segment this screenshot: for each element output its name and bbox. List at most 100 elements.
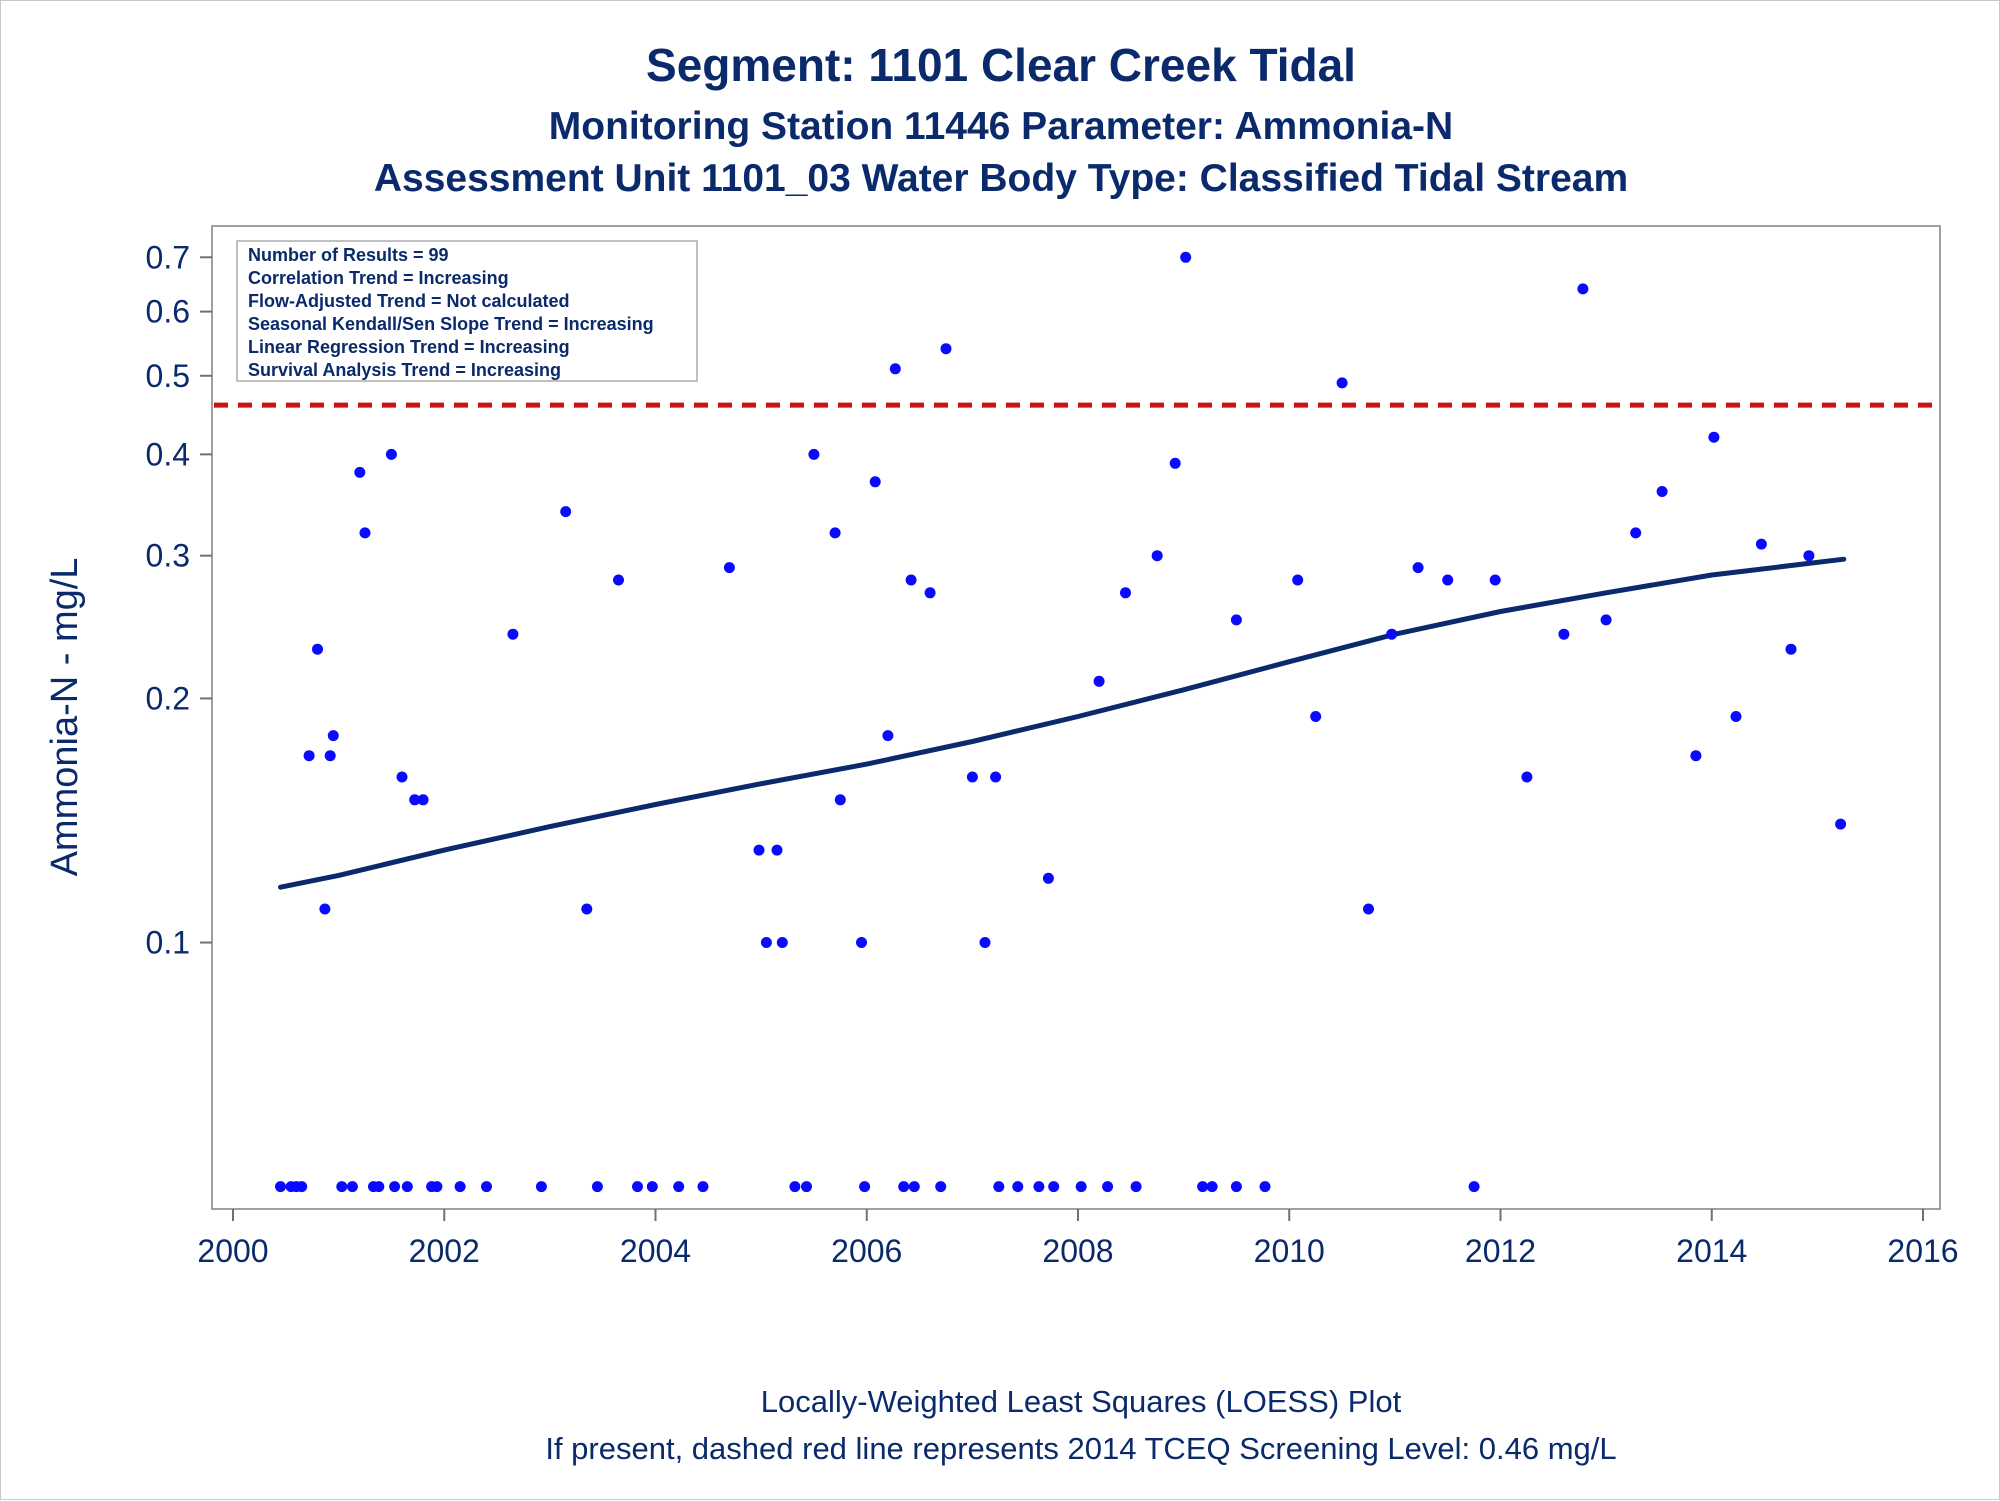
chart-title: Segment: 1101 Clear Creek Tidal <box>646 39 1356 91</box>
x-axis: 2000 2002 2004 2006 2008 2010 2012 2014 2016 <box>197 1209 1959 1269</box>
y-tick-label: 0.3 <box>146 538 190 574</box>
data-point <box>401 1181 413 1193</box>
x-tick-label: 2006 <box>831 1233 902 1269</box>
y-tick-label: 0.7 <box>146 239 190 275</box>
data-point <box>673 1181 685 1193</box>
data-point <box>1120 587 1131 599</box>
data-point <box>1489 574 1501 586</box>
data-point <box>275 1181 286 1193</box>
data-point <box>1042 872 1054 884</box>
data-point <box>1048 1181 1060 1193</box>
data-point <box>396 771 408 783</box>
data-point <box>1012 1181 1024 1193</box>
data-point <box>507 628 519 640</box>
data-point <box>1363 903 1374 915</box>
data-point <box>908 1181 920 1193</box>
data-point <box>1180 251 1192 263</box>
data-point <box>753 844 765 856</box>
chart-subtitle-assessment: Assessment Unit 1101_03 Water Body Type:… <box>374 157 1628 200</box>
data-point <box>829 527 841 539</box>
data-point <box>1690 750 1702 762</box>
loess-trend-line <box>278 556 1847 890</box>
data-point <box>1130 1181 1142 1193</box>
data-point <box>1230 1181 1242 1193</box>
y-tick-label: 0.4 <box>146 436 190 472</box>
data-point <box>1785 643 1797 655</box>
data-point <box>535 1181 547 1193</box>
x-tick-label: 2000 <box>197 1233 268 1269</box>
data-point <box>324 750 336 762</box>
data-point <box>312 643 323 655</box>
data-point <box>1102 1181 1114 1193</box>
data-point <box>1755 538 1767 550</box>
x-tick-label: 2002 <box>409 1233 480 1269</box>
data-point <box>346 1181 358 1193</box>
data-point <box>591 1181 603 1193</box>
stats-flow-adjusted-trend: Flow-Adjusted Trend = Not calculated <box>248 291 570 311</box>
data-point <box>723 562 735 574</box>
data-point <box>632 1181 643 1193</box>
data-point <box>1336 377 1348 389</box>
data-point <box>924 587 936 599</box>
y-tick-label: 0.2 <box>146 680 190 716</box>
data-point <box>1656 486 1668 497</box>
data-point <box>1708 431 1720 443</box>
footnote-screening-level: If present, dashed red line represents 2… <box>545 1431 1616 1466</box>
data-point <box>354 466 366 478</box>
stats-linear-regression-trend: Linear Regression Trend = Increasing <box>248 337 570 357</box>
data-point <box>303 750 315 762</box>
chart-subtitle-station: Monitoring Station 11446 Parameter: Ammo… <box>549 105 1453 148</box>
data-point <box>1386 628 1398 640</box>
data-point <box>801 1181 812 1193</box>
stats-box-frame <box>236 240 698 382</box>
stats-correlation-trend: Correlation Trend = Increasing <box>248 268 509 288</box>
data-point <box>889 363 901 375</box>
data-point <box>1292 574 1304 586</box>
data-point <box>1197 1181 1209 1193</box>
y-axis: 0.1 0.2 0.3 0.4 0.5 0.6 0.7 <box>146 239 212 961</box>
data-point <box>834 794 846 806</box>
data-point <box>1033 1181 1045 1193</box>
data-point <box>581 903 593 915</box>
y-axis-label: Ammonia-N - mg/L <box>44 558 86 877</box>
data-point <box>481 1181 492 1193</box>
data-point <box>1803 550 1815 562</box>
stats-results-count: Number of Results = 99 <box>248 245 449 265</box>
data-point <box>869 476 881 488</box>
y-tick-label: 0.5 <box>146 358 190 394</box>
data-point <box>1151 550 1163 562</box>
data-point <box>1206 1181 1218 1193</box>
data-point <box>385 448 397 460</box>
stats-seasonal-kendall-trend: Seasonal Kendall/Sen Slope Trend = Incre… <box>248 314 654 334</box>
data-point <box>560 506 572 518</box>
data-point <box>646 1181 658 1193</box>
x-tick-label: 2012 <box>1465 1233 1536 1269</box>
data-point <box>409 794 421 806</box>
data-point <box>431 1181 443 1193</box>
data-point <box>1558 628 1570 640</box>
data-point <box>1310 711 1322 722</box>
data-point <box>859 1181 871 1193</box>
data-point <box>359 527 371 539</box>
data-point <box>1468 1181 1480 1193</box>
data-point <box>898 1181 910 1193</box>
data-point <box>1169 457 1181 469</box>
data-point <box>940 343 952 355</box>
data-point <box>760 937 772 948</box>
data-point <box>1412 562 1424 574</box>
stats-survival-analysis-trend: Survival Analysis Trend = Increasing <box>248 360 561 380</box>
data-point <box>993 1181 1005 1193</box>
data-point <box>771 844 783 856</box>
data-point <box>613 574 624 586</box>
data-point <box>808 448 820 460</box>
x-tick-label: 2014 <box>1676 1233 1747 1269</box>
data-point <box>1521 771 1533 783</box>
x-tick-label: 2010 <box>1254 1233 1325 1269</box>
data-point <box>1230 614 1242 626</box>
data-point <box>1835 818 1847 830</box>
data-point <box>856 937 867 948</box>
y-tick-label: 0.1 <box>146 925 190 961</box>
data-point <box>1442 574 1454 586</box>
